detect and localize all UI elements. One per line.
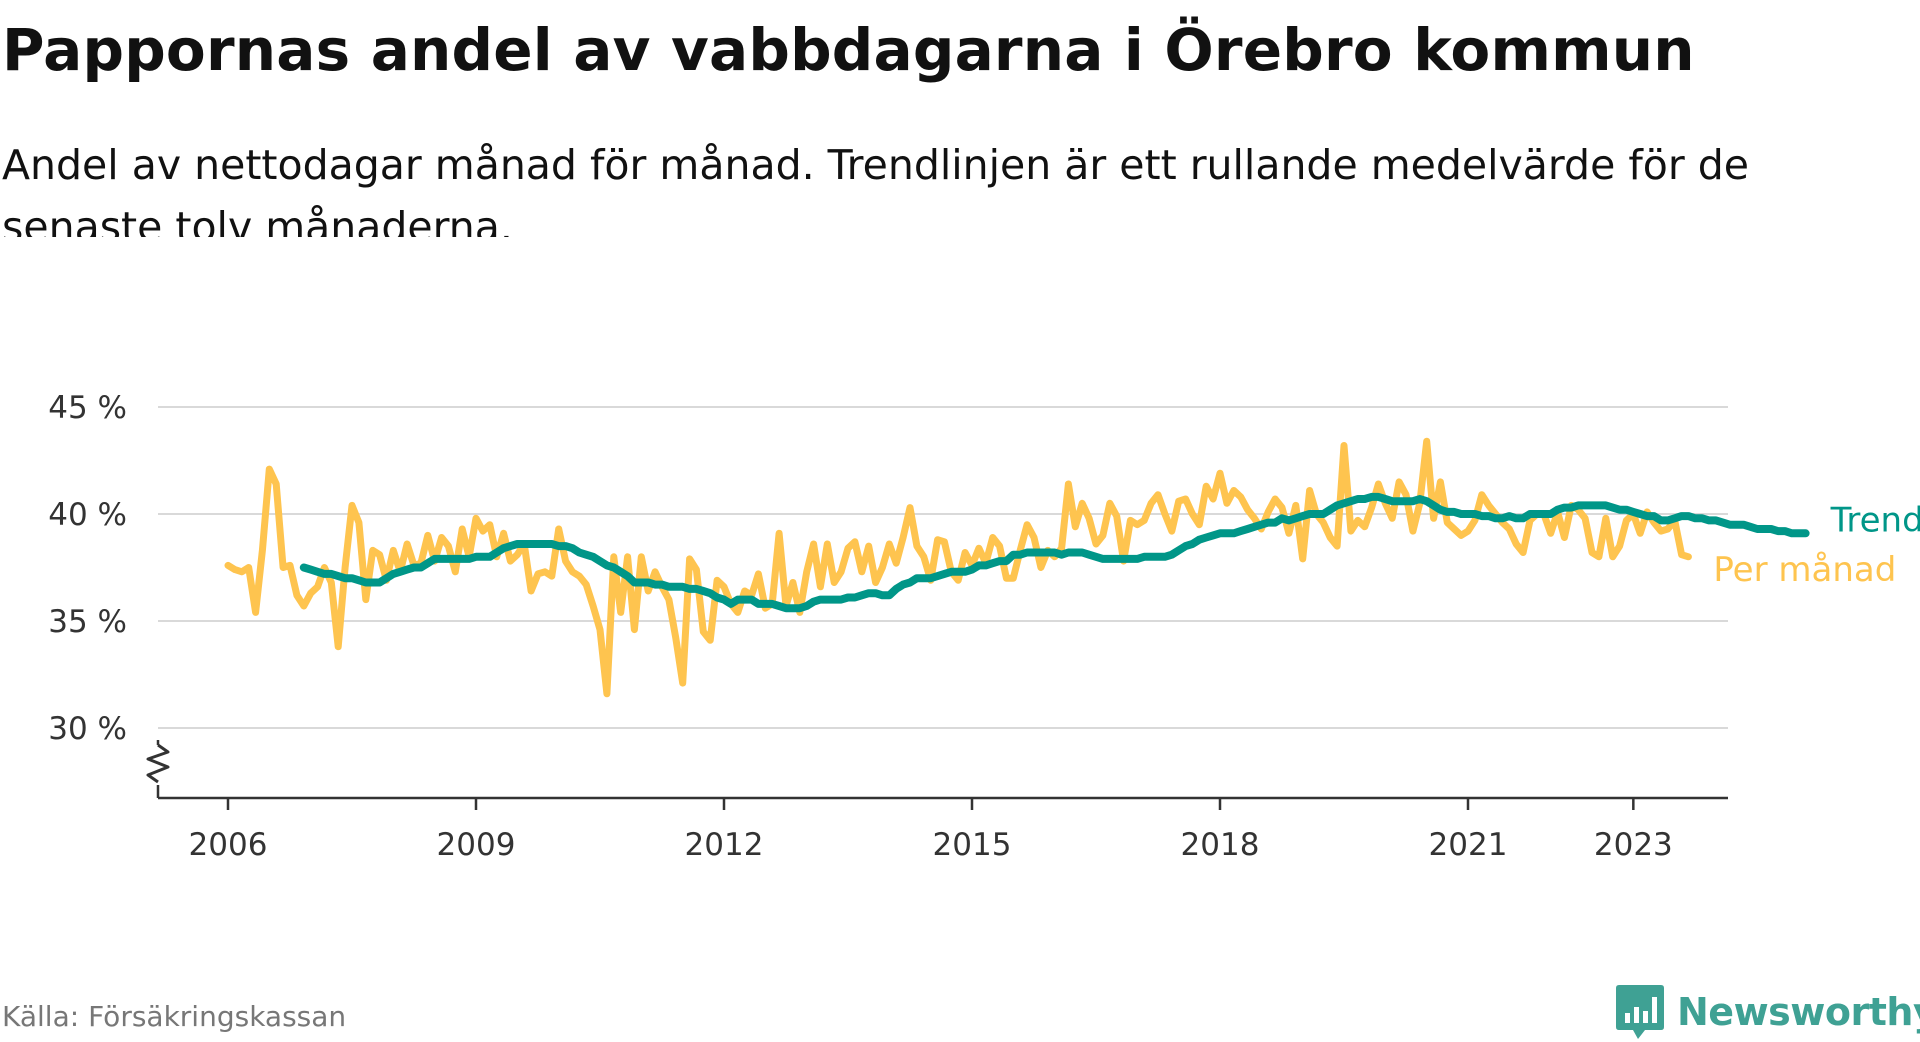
x-tick-label: 2018 [1181, 827, 1260, 863]
x-tick-label: 2012 [685, 827, 764, 863]
series-end-labels: Per månad Trend [1713, 500, 1920, 590]
y-tick-label: 30 % [48, 711, 127, 747]
y-tick-labels: 30 % 35 % 40 % 45 % [48, 390, 127, 747]
x-tick-label: 2023 [1594, 827, 1673, 863]
axis-break-icon [146, 743, 170, 784]
newsworthy-logo-icon [1616, 985, 1664, 1039]
chart-subtitle: Andel av nettodagar månad för månad. Tre… [2, 141, 1749, 237]
series-line-trend [299, 492, 1810, 613]
y-tick-label: 35 % [48, 604, 127, 640]
series-label-trend: Trend [1830, 500, 1920, 540]
series-lines [224, 437, 1810, 698]
x-tick-label: 2006 [189, 827, 268, 863]
axes [146, 740, 1728, 800]
x-tick-label: 2015 [933, 827, 1012, 863]
x-tick-label: 2021 [1429, 827, 1508, 863]
brand-logo: Newsworthy [1615, 982, 1920, 1042]
series-line-monthly [224, 437, 1692, 698]
grid-lines [158, 406, 1728, 729]
source-note: Källa: Försäkringskassan [2, 1000, 347, 1033]
subtitle-clip: Andel av nettodagar månad för månad. Tre… [0, 0, 1920, 237]
x-tick-label: 2009 [437, 827, 516, 863]
brand-name: Newsworthy [1677, 990, 1920, 1034]
series-label-monthly: Per månad [1713, 550, 1896, 590]
y-tick-label: 45 % [48, 390, 127, 426]
chart-title: Pappornas andel av vabbdagarna i Örebro … [2, 16, 1695, 84]
y-tick-label: 40 % [48, 497, 127, 533]
x-ticks: 2006 2009 2012 2015 2018 2021 2023 [189, 798, 1673, 863]
